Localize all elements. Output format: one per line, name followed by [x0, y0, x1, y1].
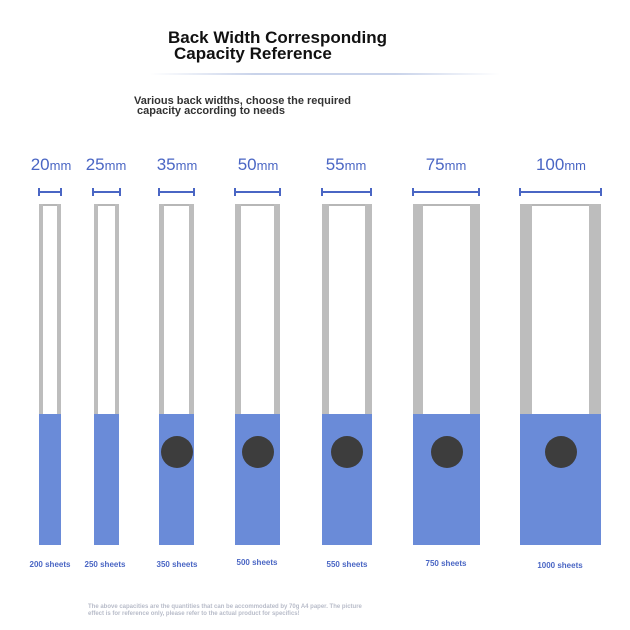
width-value: 20	[30, 155, 50, 174]
width-unit: mm	[104, 158, 127, 173]
binder-spine-label-area	[322, 414, 372, 545]
binder-rail-right	[115, 204, 119, 545]
binder-rail-left	[413, 204, 423, 545]
width-unit: mm	[256, 158, 279, 173]
width-measure-55mm	[321, 188, 372, 196]
binder-spine-label-area	[520, 414, 601, 545]
binder-spine-label-area	[235, 414, 280, 545]
ring-hole	[544, 436, 577, 468]
binder-rail-left	[94, 204, 98, 545]
footnote: The above capacities are the quantities …	[88, 604, 528, 618]
title-divider	[150, 73, 500, 75]
width-label-50mm: 50mm	[230, 155, 286, 177]
width-unit: mm	[344, 158, 367, 173]
width-unit: mm	[49, 158, 72, 173]
subtitle-line-2: capacity according to needs	[137, 105, 285, 117]
width-label-55mm: 55mm	[318, 155, 374, 177]
page-title: Back Width Corresponding Capacity Refere…	[168, 28, 387, 63]
binder-top-frame	[413, 204, 480, 414]
width-measure-35mm	[158, 188, 195, 196]
binder-spine-label-area	[413, 414, 480, 545]
ring-hole	[331, 436, 363, 468]
width-value: 35	[156, 155, 176, 174]
width-unit: mm	[175, 158, 198, 173]
binder-20mm	[39, 204, 61, 545]
width-label-100mm: 100mm	[528, 155, 594, 177]
binder-spine-label-area	[159, 414, 194, 545]
binder-25mm	[94, 204, 119, 545]
width-measure-20mm	[38, 188, 62, 196]
width-label-25mm: 25mm	[82, 155, 130, 177]
capacity-label-50mm: 500 sheets	[236, 558, 278, 567]
binder-top-frame	[520, 204, 601, 414]
capacity-label-75mm: 750 sheets	[425, 559, 467, 568]
capacity-label-55mm: 550 sheets	[326, 560, 368, 569]
width-value: 50	[237, 155, 257, 174]
ring-hole	[430, 436, 463, 468]
title-line-1: Back Width Corresponding	[168, 28, 387, 47]
binder-rail-right	[57, 204, 61, 545]
binder-55mm	[322, 204, 372, 545]
subtitle: Various back widths, choose the required…	[134, 95, 394, 117]
binder-rail-right	[470, 204, 480, 545]
width-value: 100	[535, 155, 565, 174]
subtitle-line-1: Various back widths, choose the required	[134, 95, 352, 107]
capacity-label-35mm: 350 sheets	[156, 560, 198, 569]
footnote-line-2: effect is for reference only, please ref…	[88, 611, 300, 617]
width-value: 75	[425, 155, 445, 174]
binder-spine-label-area	[94, 414, 119, 545]
binder-spine-label-area	[39, 414, 61, 545]
binder-rail-left	[235, 204, 241, 545]
width-value: 55	[325, 155, 345, 174]
width-value: 25	[85, 155, 105, 174]
binder-top-frame	[235, 204, 280, 414]
binder-rail-right	[189, 204, 194, 545]
capacity-label-100mm: 1000 sheets	[537, 561, 583, 570]
width-label-75mm: 75mm	[418, 155, 474, 177]
width-label-35mm: 35mm	[152, 155, 202, 177]
binder-50mm	[235, 204, 280, 545]
footnote-line-1: The above capacities are the quantities …	[88, 604, 362, 610]
ring-hole	[160, 436, 193, 468]
binder-35mm	[159, 204, 194, 545]
width-measure-50mm	[234, 188, 281, 196]
binder-75mm	[413, 204, 480, 545]
width-unit: mm	[444, 158, 467, 173]
binder-rail-right	[365, 204, 372, 545]
binder-top-frame	[322, 204, 372, 414]
binder-rail-right	[274, 204, 280, 545]
width-measure-75mm	[412, 188, 480, 196]
binder-top-frame	[39, 204, 61, 414]
binder-100mm	[520, 204, 601, 545]
ring-hole	[241, 436, 274, 468]
binder-top-frame	[94, 204, 119, 414]
binder-top-frame	[159, 204, 194, 414]
binder-rail-left	[39, 204, 43, 545]
capacity-label-25mm: 250 sheets	[84, 560, 126, 569]
width-measure-25mm	[92, 188, 121, 196]
width-label-20mm: 20mm	[28, 155, 74, 177]
capacity-label-20mm: 200 sheets	[29, 560, 71, 569]
binder-rail-left	[159, 204, 164, 545]
binder-rail-left	[322, 204, 329, 545]
width-unit: mm	[564, 158, 587, 173]
width-measure-100mm	[519, 188, 602, 196]
title-line-2: Capacity Reference	[174, 44, 332, 63]
